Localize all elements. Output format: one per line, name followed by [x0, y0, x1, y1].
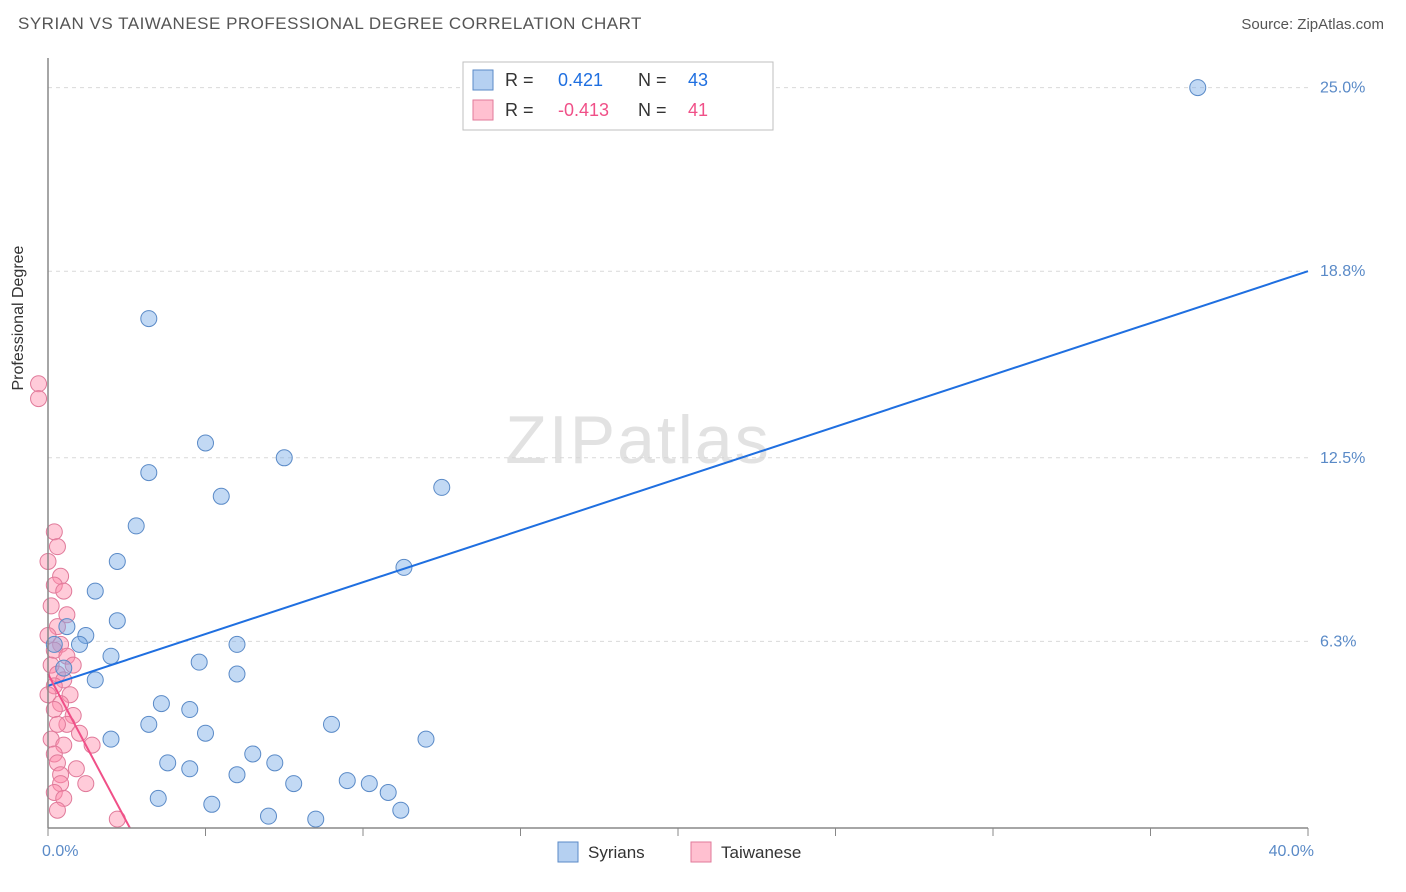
data-point-taiwanese — [31, 376, 47, 392]
data-point-syrians — [380, 784, 396, 800]
data-point-syrians — [109, 613, 125, 629]
data-point-taiwanese — [56, 583, 72, 599]
watermark: ZIPatlas — [505, 402, 770, 478]
data-point-syrians — [198, 725, 214, 741]
chart-header: SYRIAN VS TAIWANESE PROFESSIONAL DEGREE … — [0, 0, 1406, 40]
data-point-syrians — [182, 702, 198, 718]
data-point-syrians — [141, 716, 157, 732]
data-point-syrians — [324, 716, 340, 732]
chart-title: SYRIAN VS TAIWANESE PROFESSIONAL DEGREE … — [18, 14, 642, 34]
data-point-taiwanese — [68, 761, 84, 777]
legend-n-label: N = — [638, 100, 667, 120]
x-tick-label: 0.0% — [42, 843, 78, 860]
data-point-syrians — [56, 660, 72, 676]
legend-swatch — [691, 842, 711, 862]
scatter-chart: 6.3% 12.5% 18.8% 25.0% ZIPatlas 0.0% 40.0% R = 0… — [18, 48, 1388, 878]
legend-swatch — [473, 70, 493, 90]
data-point-syrians — [103, 648, 119, 664]
data-point-taiwanese — [43, 598, 59, 614]
data-point-syrians — [418, 731, 434, 747]
legend-r-label: R = — [505, 70, 534, 90]
data-point-syrians — [72, 636, 88, 652]
data-point-syrians — [213, 488, 229, 504]
data-point-syrians — [1190, 80, 1206, 96]
data-point-syrians — [204, 796, 220, 812]
data-point-syrians — [150, 790, 166, 806]
y-axis-label: Professional Degree — [10, 246, 28, 391]
data-point-syrians — [286, 776, 302, 792]
data-point-syrians — [361, 776, 377, 792]
source-credit: Source: ZipAtlas.com — [1241, 16, 1384, 33]
legend-series-label: Syrians — [588, 843, 645, 862]
data-point-syrians — [182, 761, 198, 777]
y-tick-label: 6.3% — [1320, 633, 1356, 650]
data-point-syrians — [393, 802, 409, 818]
data-point-taiwanese — [49, 802, 65, 818]
data-point-syrians — [87, 583, 103, 599]
data-point-syrians — [141, 311, 157, 327]
data-point-syrians — [308, 811, 324, 827]
data-point-syrians — [276, 450, 292, 466]
chart-area: Professional Degree 6.3%12.5%18.8%25.0%Z… — [18, 48, 1388, 878]
y-tick-label: 18.8% — [1320, 263, 1365, 280]
data-point-taiwanese — [31, 391, 47, 407]
data-point-syrians — [245, 746, 261, 762]
data-point-taiwanese — [49, 716, 65, 732]
regression-line-syrians — [48, 271, 1308, 686]
data-point-taiwanese — [49, 539, 65, 555]
data-point-syrians — [198, 435, 214, 451]
data-point-syrians — [339, 773, 355, 789]
data-point-syrians — [229, 666, 245, 682]
data-point-syrians — [229, 636, 245, 652]
y-tick-label: 12.5% — [1320, 450, 1365, 467]
data-point-syrians — [261, 808, 277, 824]
data-point-syrians — [153, 696, 169, 712]
legend-r-label: R = — [505, 100, 534, 120]
legend-swatch — [473, 100, 493, 120]
data-point-syrians — [59, 619, 75, 635]
source-link[interactable]: ZipAtlas.com — [1297, 16, 1384, 33]
data-point-syrians — [434, 479, 450, 495]
x-tick-label: 40.0% — [1269, 843, 1314, 860]
data-point-syrians — [191, 654, 207, 670]
data-point-syrians — [141, 465, 157, 481]
legend-r-value: -0.413 — [558, 100, 609, 120]
data-point-syrians — [160, 755, 176, 771]
data-point-syrians — [229, 767, 245, 783]
data-point-syrians — [267, 755, 283, 771]
data-point-syrians — [87, 672, 103, 688]
legend-n-value: 43 — [688, 70, 708, 90]
legend-swatch — [558, 842, 578, 862]
y-tick-label: 25.0% — [1320, 80, 1365, 97]
legend-n-label: N = — [638, 70, 667, 90]
legend-series-label: Taiwanese — [721, 843, 801, 862]
legend-n-value: 41 — [688, 100, 708, 120]
legend-r-value: 0.421 — [558, 70, 603, 90]
data-point-taiwanese — [78, 776, 94, 792]
data-point-syrians — [109, 553, 125, 569]
data-point-syrians — [103, 731, 119, 747]
data-point-syrians — [128, 518, 144, 534]
